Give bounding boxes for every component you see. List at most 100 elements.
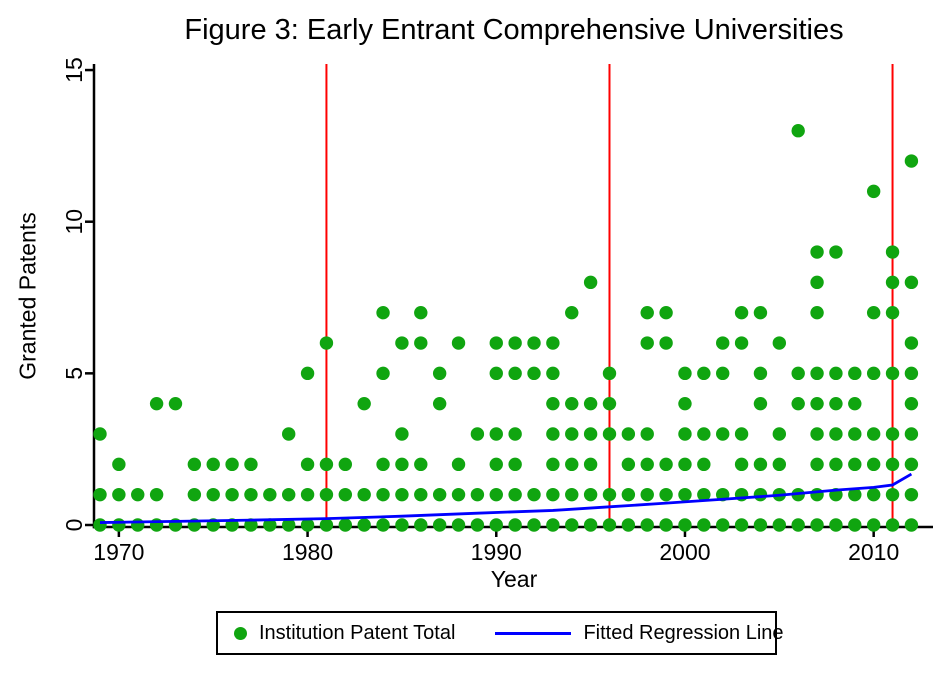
scatter-dot-1981-6 <box>319 336 334 350</box>
scatter-dot-1998-3 <box>640 427 654 441</box>
scatter-dot-2006-5 <box>791 366 805 381</box>
scatter-dot-1970-1 <box>112 487 126 502</box>
scatter-dot-2012-5 <box>904 366 919 381</box>
scatter-dot-1979-3 <box>282 427 296 441</box>
scatter-dot-1996-1 <box>602 487 617 502</box>
scatter-dot-2007-0 <box>810 518 824 532</box>
scatter-dot-1994-3 <box>565 427 579 441</box>
scatter-dot-2006-0 <box>791 518 805 532</box>
scatter-dot-2011-2 <box>885 457 900 472</box>
scatter-dot-2007-3 <box>810 427 824 441</box>
x-tick-label-1990: 1990 <box>471 539 522 565</box>
fit-line-sample-icon <box>495 631 572 635</box>
scatter-dot-1978-0 <box>263 518 277 532</box>
scatter-dot-1979-0 <box>282 518 296 532</box>
scatter-dot-2004-7 <box>753 305 768 320</box>
scatter-dot-2004-0 <box>753 518 768 532</box>
scatter-dot-2006-4 <box>791 396 805 411</box>
scatter-dot-1976-2 <box>225 457 239 472</box>
scatter-dot-2005-2 <box>772 457 787 472</box>
scatter-dot-1982-2 <box>338 457 353 472</box>
x-tick-label-1980: 1980 <box>282 539 333 565</box>
scatter-dot-1996-0 <box>602 518 617 532</box>
scatter-dot-1988-6 <box>451 336 466 350</box>
scatter-dot-1993-1 <box>546 487 560 502</box>
scatter-dot-2000-4 <box>678 396 692 411</box>
legend-label-fit-line: Fitted Regression Line <box>583 621 784 644</box>
scatter-dot-2002-6 <box>716 336 730 350</box>
scatter-dot-1985-3 <box>395 427 409 441</box>
scatter-dot-2000-5 <box>678 366 692 381</box>
scatter-dot-1989-0 <box>470 518 485 532</box>
scatter-dot-1969-3 <box>93 427 107 441</box>
scatter-dot-2007-1 <box>810 487 824 502</box>
scatter-dot-2004-4 <box>753 396 768 411</box>
y-tick-label-0: 0 <box>61 519 87 532</box>
scatter-dot-2012-12 <box>904 154 919 168</box>
scatter-dot-2012-0 <box>904 518 919 532</box>
scatter-dot-2007-2 <box>810 457 824 472</box>
scatter-dot-2011-3 <box>885 427 900 441</box>
fitted-regression-line <box>99 472 913 524</box>
x-axis-title: Year <box>490 566 538 592</box>
scatter-dot-1989-1 <box>470 487 485 502</box>
scatter-dot-2001-1 <box>697 487 711 502</box>
scatter-dot-1991-1 <box>508 487 522 502</box>
scatter-dot-1984-0 <box>376 518 390 532</box>
scatter-dot-2012-4 <box>904 396 919 411</box>
scatter-dot-1984-1 <box>376 487 390 502</box>
scatter-dot-2008-4 <box>829 396 843 411</box>
scatter-dot-2011-7 <box>885 305 900 320</box>
scatter-dot-2007-8 <box>810 275 824 290</box>
scatter-dot-2011-0 <box>885 518 900 532</box>
scatter-dot-1986-0 <box>414 518 428 532</box>
scatter-dot-1995-8 <box>583 275 598 290</box>
scatter-dot-2008-5 <box>829 366 843 381</box>
scatter-dot-2006-13 <box>791 124 805 138</box>
scatter-dot-1977-1 <box>244 487 258 502</box>
scatter-dot-1986-1 <box>414 487 428 502</box>
x-tick-label-1970: 1970 <box>93 539 144 565</box>
scatter-dot-2011-8 <box>885 275 900 290</box>
scatter-dot-2002-5 <box>716 366 730 381</box>
scatter-dot-1970-2 <box>112 457 126 472</box>
scatter-dot-1991-5 <box>508 366 522 381</box>
x-tick-label-2010: 2010 <box>848 539 899 565</box>
scatter-dot-2002-3 <box>716 427 730 441</box>
scatter-dot-1993-4 <box>546 396 560 411</box>
scatter-dot-1979-1 <box>282 487 296 502</box>
scatter-dot-1975-2 <box>206 457 220 472</box>
scatter-dot-1987-4 <box>432 396 447 411</box>
scatter-dot-1990-5 <box>489 366 503 381</box>
scatter-dot-2008-0 <box>829 518 843 532</box>
scatter-dot-1981-2 <box>319 457 334 472</box>
scatter-dot-1997-3 <box>621 427 636 441</box>
scatter-dot-1988-0 <box>451 518 466 532</box>
scatter-dot-2004-5 <box>753 366 768 381</box>
scatter-dot-1996-4 <box>602 396 617 411</box>
scatter-dot-1975-1 <box>206 487 220 502</box>
scatter-dot-2003-3 <box>734 427 749 441</box>
scatter-dot-1999-0 <box>659 518 673 532</box>
scatter-dot-2012-3 <box>904 427 919 441</box>
scatter-dot-1984-7 <box>376 305 390 320</box>
scatter-dot-1995-4 <box>583 396 598 411</box>
scatter-dot-2011-9 <box>885 245 900 259</box>
scatter-dot-2003-6 <box>734 336 749 350</box>
scatter-dot-1987-0 <box>432 518 447 532</box>
scatter-dot-1991-2 <box>508 457 522 472</box>
scatter-dot-1997-2 <box>621 457 636 472</box>
scatter-dot-2010-5 <box>866 366 881 381</box>
scatter-dot-2011-1 <box>885 487 900 502</box>
scatter-dot-1973-4 <box>168 396 183 411</box>
scatter-dot-1980-0 <box>300 518 315 532</box>
scatter-dot-1990-1 <box>489 487 503 502</box>
scatter-dot-2004-2 <box>753 457 768 472</box>
scatter-dot-1971-0 <box>131 518 145 532</box>
scatter-dot-1986-6 <box>414 336 428 350</box>
scatter-dot-2012-8 <box>904 275 919 290</box>
scatter-dot-1990-3 <box>489 427 503 441</box>
scatter-dot-1993-3 <box>546 427 560 441</box>
